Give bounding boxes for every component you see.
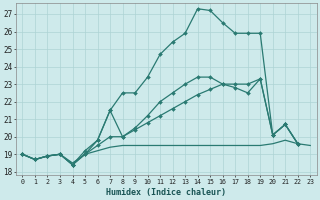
X-axis label: Humidex (Indice chaleur): Humidex (Indice chaleur) <box>106 188 226 197</box>
